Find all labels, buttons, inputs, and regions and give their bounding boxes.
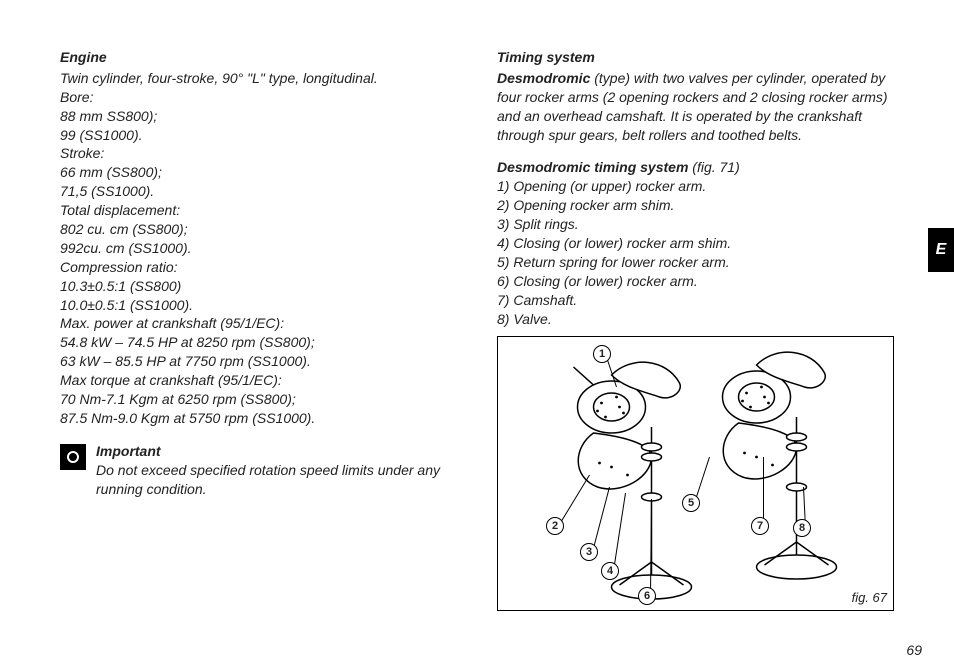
important-body: Do not exceed specified rotation speed l… [96, 462, 440, 497]
desmo-illustration [498, 337, 893, 610]
figure-67: 12345678 fig. 67 [497, 336, 894, 611]
engine-block: Engine Twin cylinder, four-stroke, 90° "… [60, 48, 457, 428]
important-text: Important Do not exceed specified rotati… [96, 442, 457, 499]
left-column: Engine Twin cylinder, four-stroke, 90° "… [60, 48, 457, 640]
section-tab: E [928, 228, 954, 272]
right-column: Timing system Desmodromic (type) with tw… [497, 48, 894, 640]
important-block: Important Do not exceed specified rotati… [60, 442, 457, 499]
desmo-list: 1) Opening (or upper) rocker arm. 2) Ope… [497, 178, 731, 326]
desmo-ref: (fig. 71) [688, 159, 739, 175]
desmo-heading: Desmodromic timing system [497, 159, 688, 175]
timing-inline-heading: Desmodromic [497, 70, 590, 86]
important-icon [60, 444, 86, 470]
timing-block: Timing system Desmodromic (type) with tw… [497, 48, 894, 144]
figure-label: fig. 67 [852, 589, 887, 607]
content-area: Engine Twin cylinder, four-stroke, 90° "… [60, 48, 894, 640]
engine-heading: Engine [60, 48, 457, 67]
desmo-block: Desmodromic timing system (fig. 71) 1) O… [497, 158, 894, 328]
important-heading: Important [96, 442, 457, 461]
page: E Engine Twin cylinder, four-stroke, 90°… [0, 0, 954, 670]
page-number: 69 [906, 642, 922, 658]
timing-heading: Timing system [497, 48, 894, 67]
engine-body: Twin cylinder, four-stroke, 90° "L" type… [60, 70, 378, 426]
two-column-layout: Engine Twin cylinder, four-stroke, 90° "… [60, 48, 894, 640]
